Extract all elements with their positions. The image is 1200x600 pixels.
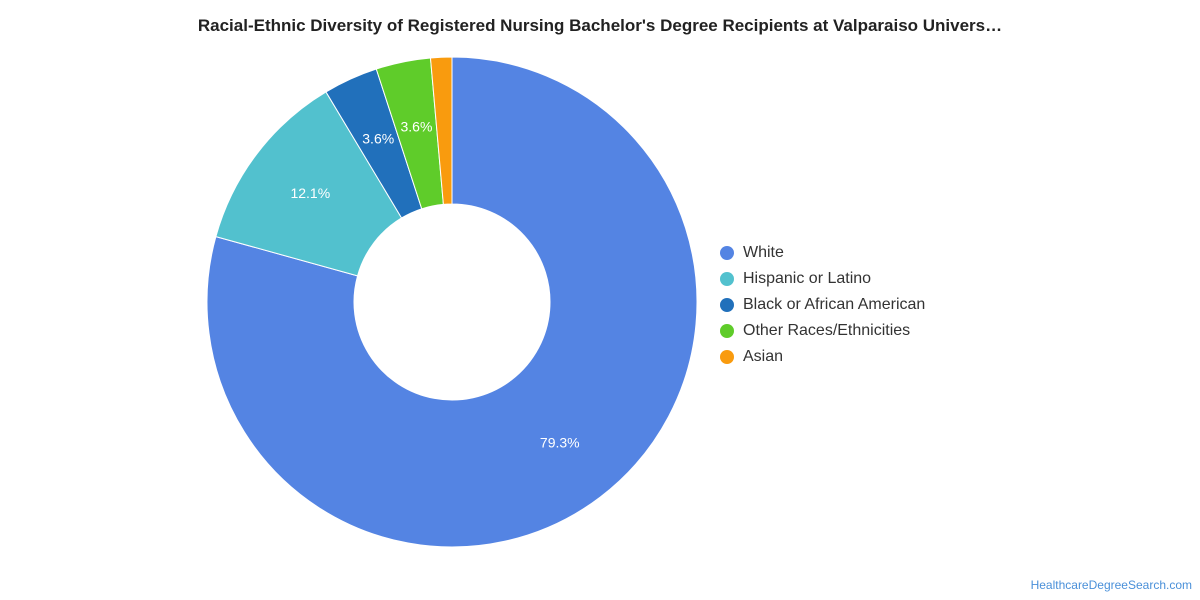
slice-label-black-or-african-american: 3.6% — [362, 131, 394, 147]
legend-swatch-white — [720, 246, 734, 260]
chart-title: Racial-Ethnic Diversity of Registered Nu… — [197, 16, 1003, 35]
legend-item-black-or-african-american[interactable]: Black or African American — [720, 292, 925, 318]
legend-label-hispanic-or-latino: Hispanic or Latino — [743, 270, 872, 287]
legend-item-asian[interactable]: Asian — [720, 344, 925, 370]
legend-swatch-hispanic-or-latino — [720, 272, 734, 286]
chart-legend: White Hispanic or Latino Black or Africa… — [720, 240, 925, 370]
legend-swatch-asian — [720, 350, 734, 364]
donut-slice-asian[interactable] — [429, 56, 453, 205]
donut-slice-hispanic-or-latino[interactable] — [215, 91, 403, 277]
slice-label-other-races-ethnicities: 3.6% — [400, 118, 432, 134]
legend-label-white: White — [743, 244, 784, 261]
legend-swatch-other-races — [720, 324, 734, 338]
donut-labels: 79.3% 12.1% 3.6% 3.6% — [290, 118, 579, 450]
source-link[interactable]: HealthcareDegreeSearch.com — [1030, 578, 1192, 592]
legend-item-hispanic-or-latino[interactable]: Hispanic or Latino — [720, 266, 925, 292]
legend-swatch-black-or-african-american — [720, 298, 734, 312]
legend-label-black-or-african-american: Black or African American — [743, 296, 926, 313]
legend-label-other-races: Other Races/Ethnicities — [743, 322, 911, 339]
legend-label-asian: Asian — [743, 348, 784, 365]
slice-label-hispanic-or-latino: 12.1% — [290, 185, 330, 201]
donut-slice-white[interactable] — [206, 56, 698, 548]
legend-item-other-races[interactable]: Other Races/Ethnicities — [720, 318, 925, 344]
legend-item-white[interactable]: White — [720, 240, 925, 266]
donut-slices — [206, 56, 698, 548]
slice-label-white: 79.3% — [540, 434, 580, 450]
